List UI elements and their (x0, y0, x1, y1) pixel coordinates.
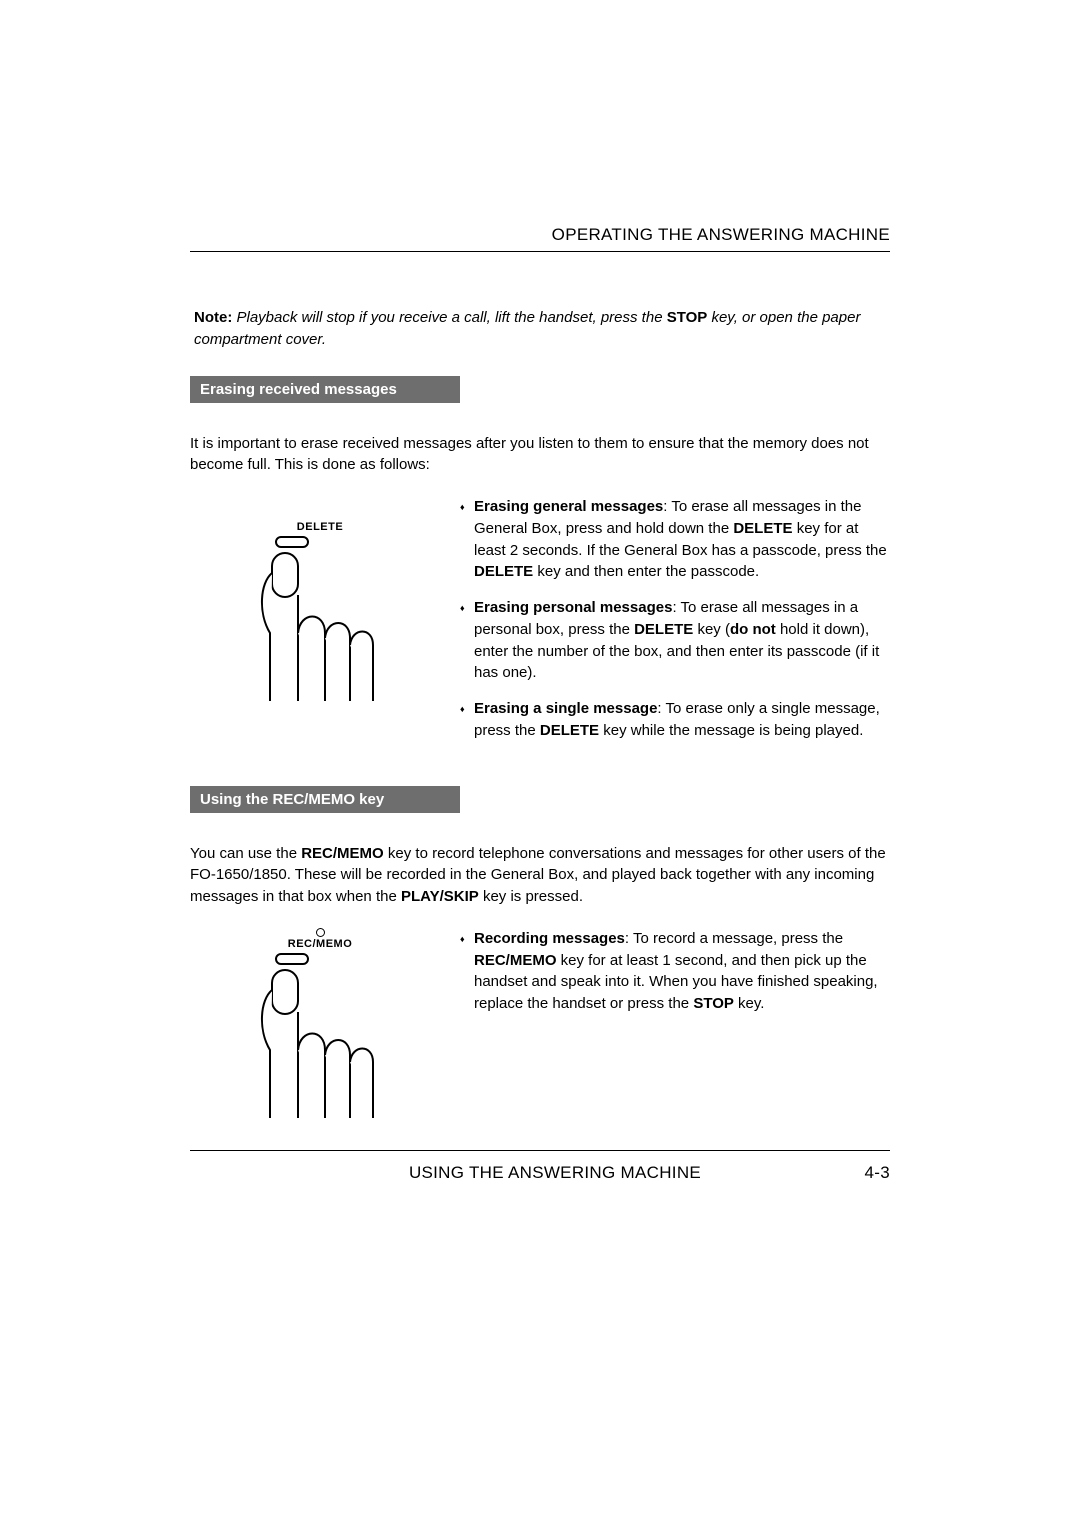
rec-intro-a: You can use the (190, 845, 301, 862)
footer-title: USING THE ANSWERING MACHINE (190, 1163, 830, 1183)
b1-k2: DELETE (474, 563, 533, 580)
r1-k2: STOP (693, 995, 734, 1012)
erase-bullet-general: Erasing general messages: To erase all m… (460, 496, 890, 583)
section-bar-erase: Erasing received messages (190, 376, 460, 403)
hand-press-icon (250, 533, 390, 703)
page-footer: USING THE ANSWERING MACHINE 4-3 (190, 1150, 890, 1183)
b2-b: key ( (693, 621, 730, 638)
erase-bullet-personal: Erasing personal messages: To erase all … (460, 597, 890, 684)
r1-lead: Recording messages (474, 930, 625, 947)
r1-k1: REC/MEMO (474, 952, 557, 969)
rec-intro-k1: REC/MEMO (301, 845, 384, 862)
r1-c: key. (734, 995, 765, 1012)
rec-intro-c: key is pressed. (479, 888, 583, 905)
b3-k1: DELETE (540, 722, 599, 739)
b1-c: key and then enter the passcode. (533, 563, 759, 580)
led-icon (316, 928, 325, 937)
delete-key-label: DELETE (297, 521, 343, 533)
recmemo-key-label: REC/MEMO (288, 938, 353, 950)
erase-row: DELETE Erasing general messages: To eras… (190, 496, 890, 756)
b3-b: key while the message is being played. (599, 722, 863, 739)
note-text-a: Playback will stop if you receive a call… (232, 309, 666, 326)
r1-a: : To record a message, press the (625, 930, 843, 947)
page-number: 4-3 (830, 1163, 890, 1183)
delete-key-illustration: DELETE (190, 496, 450, 756)
b1-lead: Erasing general messages (474, 498, 663, 515)
stop-key-name: STOP (667, 309, 708, 326)
page-header: OPERATING THE ANSWERING MACHINE (190, 225, 890, 252)
rec-bullets: Recording messages: To record a message,… (460, 928, 890, 1120)
b3-lead: Erasing a single message (474, 700, 657, 717)
manual-page: OPERATING THE ANSWERING MACHINE Note: Pl… (190, 0, 890, 1283)
erase-bullets: Erasing general messages: To erase all m… (460, 496, 890, 756)
b2-k2: do not (730, 621, 776, 638)
erase-intro: It is important to erase received messag… (190, 433, 890, 477)
hand-press-icon (250, 950, 390, 1120)
b2-k1: DELETE (634, 621, 693, 638)
note-paragraph: Note: Playback will stop if you receive … (190, 307, 890, 351)
rec-bullet-record: Recording messages: To record a message,… (460, 928, 890, 1015)
rec-row: REC/MEMO Recording messages: To record a… (190, 928, 890, 1120)
recmemo-key-illustration: REC/MEMO (190, 928, 450, 1120)
section-bar-rec: Using the REC/MEMO key (190, 786, 460, 813)
b1-k1: DELETE (733, 520, 792, 537)
rec-intro: You can use the REC/MEMO key to record t… (190, 843, 890, 908)
b2-lead: Erasing personal messages (474, 599, 672, 616)
rec-intro-k2: PLAY/SKIP (401, 888, 479, 905)
note-label: Note: (194, 309, 232, 326)
erase-bullet-single: Erasing a single message: To erase only … (460, 698, 890, 742)
